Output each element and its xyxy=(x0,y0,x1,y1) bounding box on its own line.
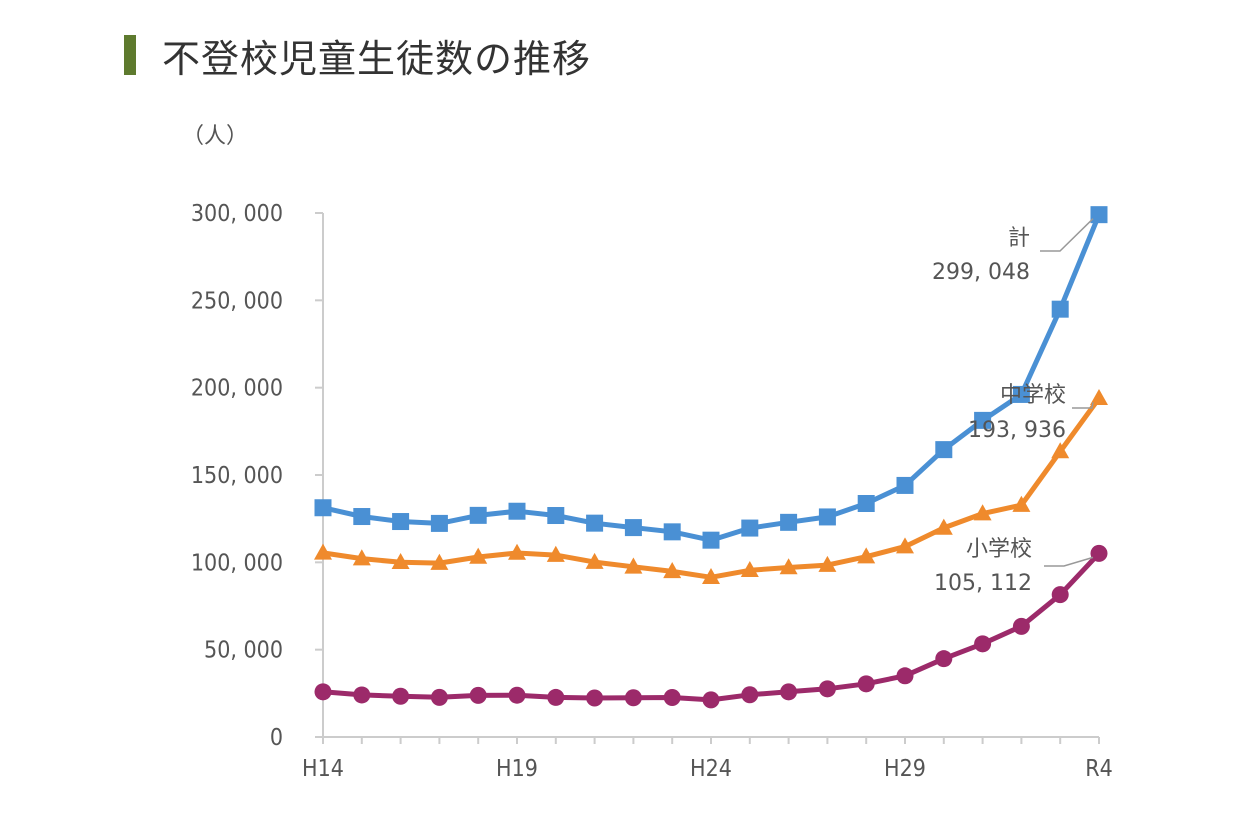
data-point-triangle xyxy=(663,562,682,579)
data-point-circle xyxy=(353,686,371,704)
data-point-triangle xyxy=(508,543,526,560)
annotation-value-label: 193, 936 xyxy=(968,418,1066,443)
data-point-circle xyxy=(508,686,526,704)
data-point-circle xyxy=(857,675,875,693)
annotations-layer: 計 299, 048 中学校 193, 936 小学校 105, 112 xyxy=(932,218,1094,596)
annotation-leader-line xyxy=(1040,218,1094,252)
data-point-circle xyxy=(1051,586,1069,604)
data-point-square xyxy=(586,514,604,532)
series-end-annotation: 計 299, 048 xyxy=(932,218,1094,285)
data-point-triangle xyxy=(779,558,798,575)
data-point-circle xyxy=(547,688,565,706)
data-point-triangle xyxy=(896,537,914,554)
data-point-square xyxy=(818,508,836,526)
data-point-triangle xyxy=(391,552,410,570)
data-point-triangle xyxy=(314,543,332,560)
data-point-circle xyxy=(818,680,836,698)
y-tick-label: 0 xyxy=(270,725,283,751)
title-accent-bar xyxy=(124,35,136,75)
data-point-square xyxy=(469,506,487,524)
data-point-triangle xyxy=(857,547,876,564)
data-point-triangle xyxy=(430,553,449,570)
data-point-triangle xyxy=(1012,495,1031,512)
data-point-square xyxy=(1012,385,1030,403)
y-tick-label: 150, 000 xyxy=(191,463,283,489)
data-point-square xyxy=(857,495,875,513)
data-point-square xyxy=(702,531,720,549)
data-point-circle xyxy=(935,650,953,668)
data-point-circle xyxy=(392,687,410,705)
data-point-square xyxy=(780,513,798,531)
series-end-annotation: 小学校 105, 112 xyxy=(934,537,1094,596)
annotation-leader-line xyxy=(1072,402,1094,409)
data-point-square xyxy=(1051,300,1069,318)
annotation-leader-line xyxy=(1044,556,1094,567)
data-point-circle xyxy=(896,667,914,685)
annotation-series-name: 小学校 xyxy=(966,537,1032,562)
data-point-square xyxy=(974,411,992,429)
data-point-circle xyxy=(974,635,992,653)
data-point-circle xyxy=(780,683,798,701)
x-tick-label: H14 xyxy=(302,756,344,782)
annotation-value-label: 299, 048 xyxy=(932,260,1030,285)
data-point-circle xyxy=(624,689,642,707)
data-point-triangle xyxy=(352,549,371,566)
y-tick-label: 250, 000 xyxy=(191,288,283,314)
data-point-square xyxy=(935,441,953,459)
data-point-circle xyxy=(741,686,759,704)
data-point-square xyxy=(547,507,565,525)
series-total xyxy=(314,206,1108,549)
data-point-square xyxy=(430,514,448,532)
y-tick-label: 50, 000 xyxy=(204,638,283,664)
annotation-series-name: 計 xyxy=(1008,226,1030,251)
data-point-square xyxy=(1090,206,1108,224)
data-point-square xyxy=(896,476,914,494)
data-point-triangle xyxy=(546,545,565,562)
data-point-triangle xyxy=(624,557,643,574)
data-point-triangle xyxy=(1090,388,1108,406)
data-point-square xyxy=(314,499,332,517)
axes: 0 50, 000 100, 000 150, 000 200, 000 250, 000… xyxy=(182,124,1113,782)
data-point-circle xyxy=(702,691,720,709)
data-point-square xyxy=(392,513,410,531)
data-point-triangle xyxy=(934,518,953,535)
data-point-triangle xyxy=(740,560,759,578)
data-point-circle xyxy=(430,688,448,706)
series-elementary xyxy=(314,544,1108,709)
series-end-annotation: 中学校 193, 936 xyxy=(968,383,1094,443)
data-point-circle xyxy=(314,683,332,701)
series-layer xyxy=(314,206,1108,709)
x-tick-label: H19 xyxy=(496,756,538,782)
data-point-square xyxy=(663,523,681,541)
data-point-triangle xyxy=(1051,442,1070,459)
data-point-circle xyxy=(586,689,604,707)
data-point-circle xyxy=(663,688,681,706)
x-tick-label: H24 xyxy=(690,756,732,782)
y-axis-unit-label: （人） xyxy=(182,124,248,149)
data-point-triangle xyxy=(702,567,720,585)
annotation-series-name: 中学校 xyxy=(1000,383,1066,408)
data-point-circle xyxy=(1012,617,1030,635)
x-tick-label: R4 xyxy=(1085,756,1113,782)
series-junior-high xyxy=(314,388,1108,585)
data-point-triangle xyxy=(973,504,992,521)
data-point-triangle xyxy=(469,547,488,564)
annotation-value-label: 105, 112 xyxy=(934,571,1032,596)
chart-title: 不登校児童生徒数の推移 xyxy=(162,36,592,81)
chart-title-block: 不登校児童生徒数の推移 xyxy=(124,30,592,81)
data-point-circle xyxy=(469,686,487,704)
data-point-square xyxy=(353,508,371,526)
y-tick-label: 100, 000 xyxy=(191,550,283,576)
data-point-triangle xyxy=(818,555,837,572)
x-tick-label: H29 xyxy=(884,756,926,782)
data-point-circle xyxy=(1090,544,1108,562)
y-tick-label: 200, 000 xyxy=(191,376,283,402)
data-point-square xyxy=(508,502,526,520)
data-point-square xyxy=(741,519,759,537)
data-point-triangle xyxy=(585,552,604,569)
data-point-square xyxy=(624,519,642,537)
y-tick-label: 300, 000 xyxy=(191,201,283,227)
